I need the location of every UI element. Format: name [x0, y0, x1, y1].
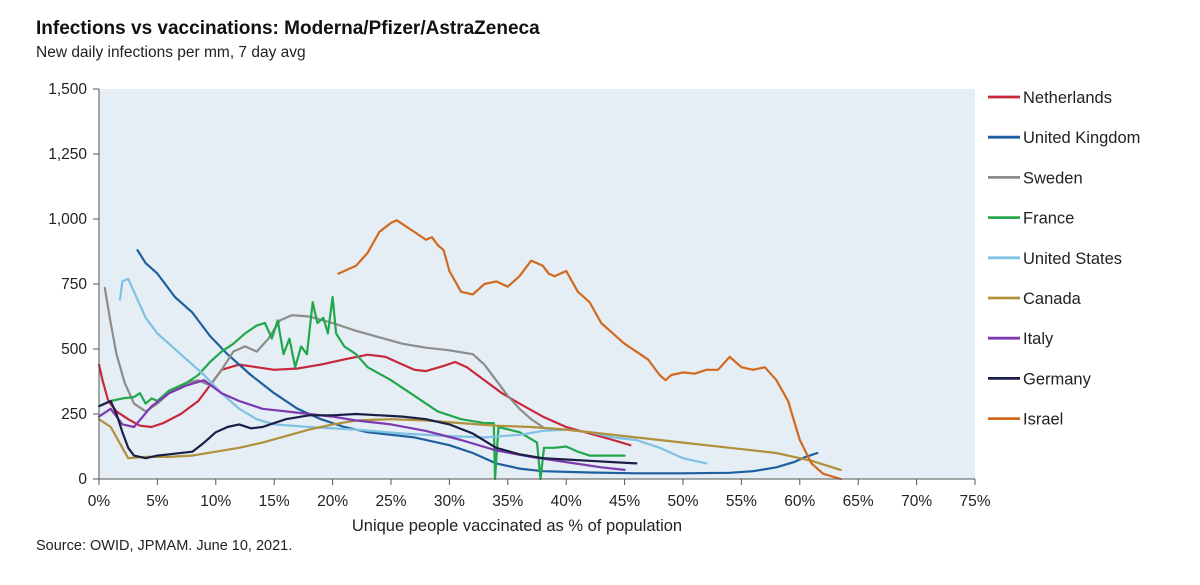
legend-label-sweden: Sweden: [1023, 169, 1083, 187]
y-tick-label: 1,000: [48, 211, 87, 228]
y-tick-label: 1,500: [48, 81, 87, 98]
series-layer: [97, 219, 842, 481]
y-tick-label: 250: [61, 406, 87, 423]
legend-label-italy: Italy: [1023, 330, 1054, 348]
x-tick-label: 40%: [551, 493, 582, 510]
x-tick-label: 35%: [492, 493, 523, 510]
legend-label-canada: Canada: [1023, 290, 1082, 308]
series-line-united-states: [118, 277, 708, 465]
legend-label-united-states: United States: [1023, 250, 1122, 268]
x-tick-label: 0%: [88, 493, 111, 510]
x-tick-label: 15%: [259, 493, 290, 510]
y-tick-label: 500: [61, 341, 87, 358]
x-tick-label: 10%: [200, 493, 231, 510]
chart-title: Infections vs vaccinations: Moderna/Pfiz…: [36, 18, 540, 39]
series-line-germany: [97, 399, 638, 465]
legend: Netherlands United Kingdom Sweden France Uni…: [988, 89, 1140, 429]
legend-label-israel: Israel: [1023, 411, 1063, 429]
axes-layer: 0 250 500 750 1,000 1,250 1,500 0% 5% 10% 15% 20% 25…: [48, 81, 991, 510]
series-line-france: [97, 295, 626, 481]
x-tick-label: 45%: [609, 493, 640, 510]
y-tick-label: 0: [78, 471, 87, 488]
legend-label-france: France: [1023, 210, 1074, 228]
x-axis-title: Unique people vaccinated as % of populat…: [352, 517, 682, 535]
x-tick-label: 25%: [375, 493, 406, 510]
series-line-israel: [337, 219, 842, 481]
x-tick-label: 65%: [843, 493, 874, 510]
series-line-united-kingdom: [136, 249, 819, 475]
x-tick-label: 5%: [146, 493, 169, 510]
x-tick-label: 70%: [901, 493, 932, 510]
plot-area: [99, 89, 975, 479]
legend-label-netherlands: Netherlands: [1023, 89, 1112, 107]
x-tick-label: 20%: [317, 493, 348, 510]
legend-label-united-kingdom: United Kingdom: [1023, 129, 1140, 147]
y-tick-label: 750: [61, 276, 87, 293]
legend-label-germany: Germany: [1023, 370, 1092, 388]
x-tick-label: 50%: [667, 493, 698, 510]
x-tick-label: 55%: [726, 493, 757, 510]
y-tick-label: 1,250: [48, 146, 87, 163]
series-line-italy: [97, 379, 626, 471]
x-tick-label: 30%: [434, 493, 465, 510]
x-tick-label: 60%: [784, 493, 815, 510]
x-tick-label: 75%: [959, 493, 990, 510]
source-note: Source: OWID, JPMAM. June 10, 2021.: [36, 538, 293, 554]
chart-subtitle: New daily infections per mm, 7 day avg: [36, 44, 306, 61]
